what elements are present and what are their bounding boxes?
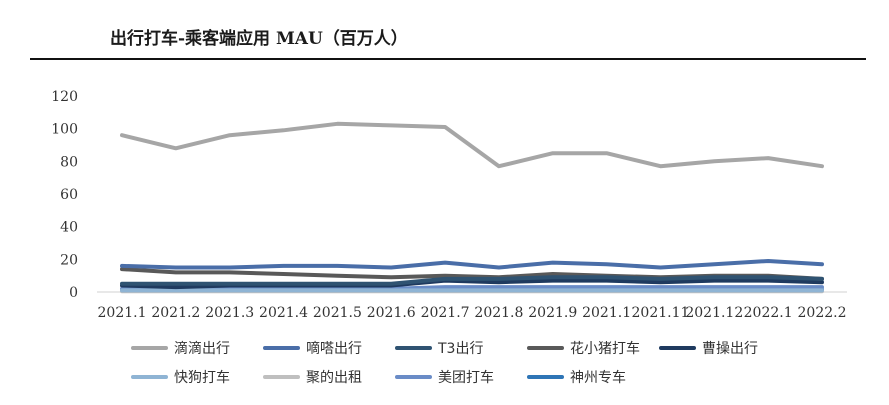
legend-label: 聚的出租 [306,370,362,386]
x-tick-label: 2021.2 [151,305,200,321]
x-tick-label: 2022.1 [744,305,793,321]
y-tick-label: 120 [51,89,78,105]
y-tick-label: 40 [60,220,78,236]
legend-label: 嘀嗒出行 [306,340,362,357]
y-tick-label: 20 [60,252,78,268]
x-tick-label: 2021.1 [582,305,631,321]
legend-label: 曹操出行 [702,341,758,357]
series-line [120,259,824,270]
x-tick-label: 2021.8 [474,305,523,321]
x-tick-label: 2021.6 [367,305,416,321]
legend-label: 滴滴出行 [174,340,230,357]
x-tick-label: 2021.12 [685,305,743,321]
series-line [120,275,824,286]
x-tick-label: 2021.7 [421,305,470,321]
x-tick-label: 2021.4 [259,305,308,321]
y-tick-label: 0 [69,285,78,301]
x-tick-label: 2021.5 [313,305,362,321]
y-tick-label: 80 [60,154,78,170]
series-line [120,121,824,169]
x-tick-label: 2021.11 [632,305,690,321]
x-axis: 2021.1 2021.2 2021.3 2021.4 2021.5 2021.6 2021… [98,305,847,321]
title-divider [30,58,866,60]
y-axis: 0 20 40 60 80 100 120 [51,89,78,301]
y-tick-label: 100 [51,122,78,138]
x-tick-label: 2021.3 [205,305,254,321]
y-tick-label: 60 [60,187,78,203]
x-tick-label: 2021.1 [98,305,147,321]
series-lines [120,121,824,294]
legend-label: 神州专车 [570,369,626,386]
legend-label: 美团打车 [438,369,494,386]
x-tick-label: 2022.2 [798,305,847,321]
chart-title: 出行打车-乘客端应用 MAU（百万人） [110,29,408,49]
legend-label: 花小猪打车 [570,340,640,357]
x-tick-label: 2021.9 [528,305,577,321]
legend-label: T3出行 [437,341,483,357]
legend-label: 快狗打车 [174,369,230,386]
